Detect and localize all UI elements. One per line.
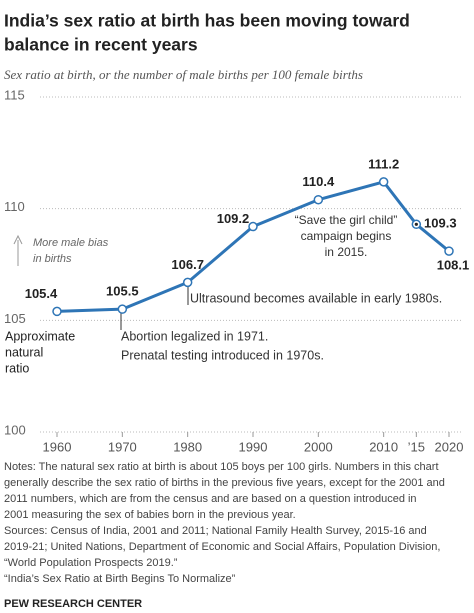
chart-title: balance in recent years — [4, 35, 198, 55]
value-label: 105.4 — [25, 286, 58, 301]
note: 2011 numbers, which are from the census … — [4, 493, 417, 505]
note: Sources: Census of India, 2001 and 2011;… — [4, 525, 427, 537]
note: “India’s Sex Ratio at Birth Begins To No… — [4, 573, 236, 585]
chart-title: India’s sex ratio at birth has been movi… — [4, 11, 410, 31]
x-tick-label: 1970 — [108, 439, 137, 454]
value-label: 106.7 — [171, 257, 204, 272]
note: 2001 measuring the sex of babies born in… — [4, 509, 296, 521]
annotation: More male bias — [33, 237, 109, 249]
point — [313, 194, 324, 205]
x-tick-label: 2020 — [435, 439, 464, 454]
line — [56, 180, 450, 313]
x-tick-label: ’15 — [408, 439, 425, 454]
annotation: Ultrasound becomes available in early 19… — [190, 291, 442, 305]
annotation: “Save the girl child” — [295, 213, 398, 227]
value-label: 109.3 — [424, 216, 457, 231]
note: 2019-21; United Nations, Department of E… — [4, 541, 440, 553]
point — [117, 304, 128, 314]
annotation: Abortion legalized in 1971. — [121, 329, 268, 343]
point — [52, 306, 62, 317]
value-label: 110.4 — [302, 174, 335, 189]
value-label: 111.2 — [368, 156, 399, 171]
x-tick-label: 1980 — [173, 439, 202, 454]
x-tick-label: 1960 — [43, 439, 72, 454]
annotation: in 2015. — [325, 245, 368, 259]
y-tick-label: 105 — [4, 311, 26, 326]
arrow-head — [13, 234, 23, 245]
annotation: campaign begins — [301, 229, 392, 243]
y-tick-label: 115 — [4, 87, 25, 102]
y-tick-label: 100 — [4, 422, 26, 437]
annotation: ratio — [5, 361, 29, 375]
value-label: 105.5 — [106, 284, 139, 299]
point — [248, 221, 258, 232]
footer: PEW RESEARCH CENTER — [4, 598, 142, 610]
annotation: Prenatal testing introduced in 1970s. — [121, 348, 324, 362]
point — [182, 277, 193, 288]
leader-dot — [414, 222, 418, 226]
x-tick-label: 2010 — [369, 439, 398, 454]
point — [444, 246, 454, 256]
annotation: in births — [33, 253, 72, 265]
x-tick-label: 2000 — [304, 439, 333, 454]
note: generally describe the sex ratio of birt… — [4, 477, 445, 489]
x-tick-label: 1990 — [239, 439, 268, 454]
chart-subtitle: Sex ratio at birth, or the number of mal… — [4, 67, 363, 82]
annotation: Approximate — [5, 329, 75, 343]
value-label: 108.1 — [437, 258, 470, 273]
note: “World Population Prospects 2019.” — [4, 557, 178, 569]
point — [378, 177, 389, 187]
annotation: natural — [5, 345, 43, 359]
value-label: 109.2 — [217, 211, 250, 226]
note: Notes: The natural sex ratio at birth is… — [4, 461, 439, 473]
y-tick-label: 110 — [4, 199, 25, 214]
